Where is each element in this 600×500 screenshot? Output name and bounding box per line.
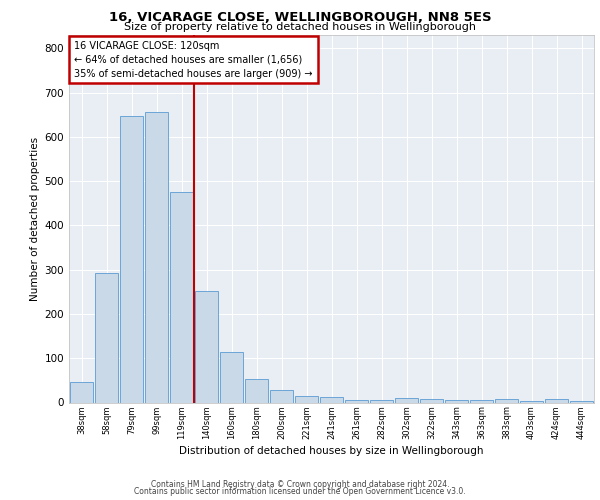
Bar — [70, 382, 93, 402]
Bar — [170, 192, 193, 402]
Bar — [420, 399, 443, 402]
Text: 16 VICARAGE CLOSE: 120sqm
← 64% of detached houses are smaller (1,656)
35% of se: 16 VICARAGE CLOSE: 120sqm ← 64% of detac… — [74, 40, 313, 78]
Bar — [220, 352, 243, 403]
Bar — [245, 380, 268, 402]
Bar — [145, 112, 168, 403]
Bar — [495, 399, 518, 402]
Bar — [195, 292, 218, 403]
X-axis label: Distribution of detached houses by size in Wellingborough: Distribution of detached houses by size … — [179, 446, 484, 456]
Y-axis label: Number of detached properties: Number of detached properties — [31, 136, 40, 301]
Bar — [395, 398, 418, 402]
Text: Contains HM Land Registry data © Crown copyright and database right 2024.: Contains HM Land Registry data © Crown c… — [151, 480, 449, 489]
Bar — [120, 116, 143, 403]
Bar — [270, 390, 293, 402]
Bar — [345, 400, 368, 402]
Bar — [445, 400, 468, 402]
Text: Contains public sector information licensed under the Open Government Licence v3: Contains public sector information licen… — [134, 487, 466, 496]
Bar — [520, 401, 543, 402]
Bar — [320, 396, 343, 402]
Bar — [370, 400, 393, 402]
Bar — [95, 273, 118, 402]
Text: Size of property relative to detached houses in Wellingborough: Size of property relative to detached ho… — [124, 22, 476, 32]
Bar — [470, 400, 493, 402]
Bar — [570, 401, 593, 402]
Bar — [545, 399, 568, 402]
Bar — [295, 396, 318, 402]
Text: 16, VICARAGE CLOSE, WELLINGBOROUGH, NN8 5ES: 16, VICARAGE CLOSE, WELLINGBOROUGH, NN8 … — [109, 11, 491, 24]
